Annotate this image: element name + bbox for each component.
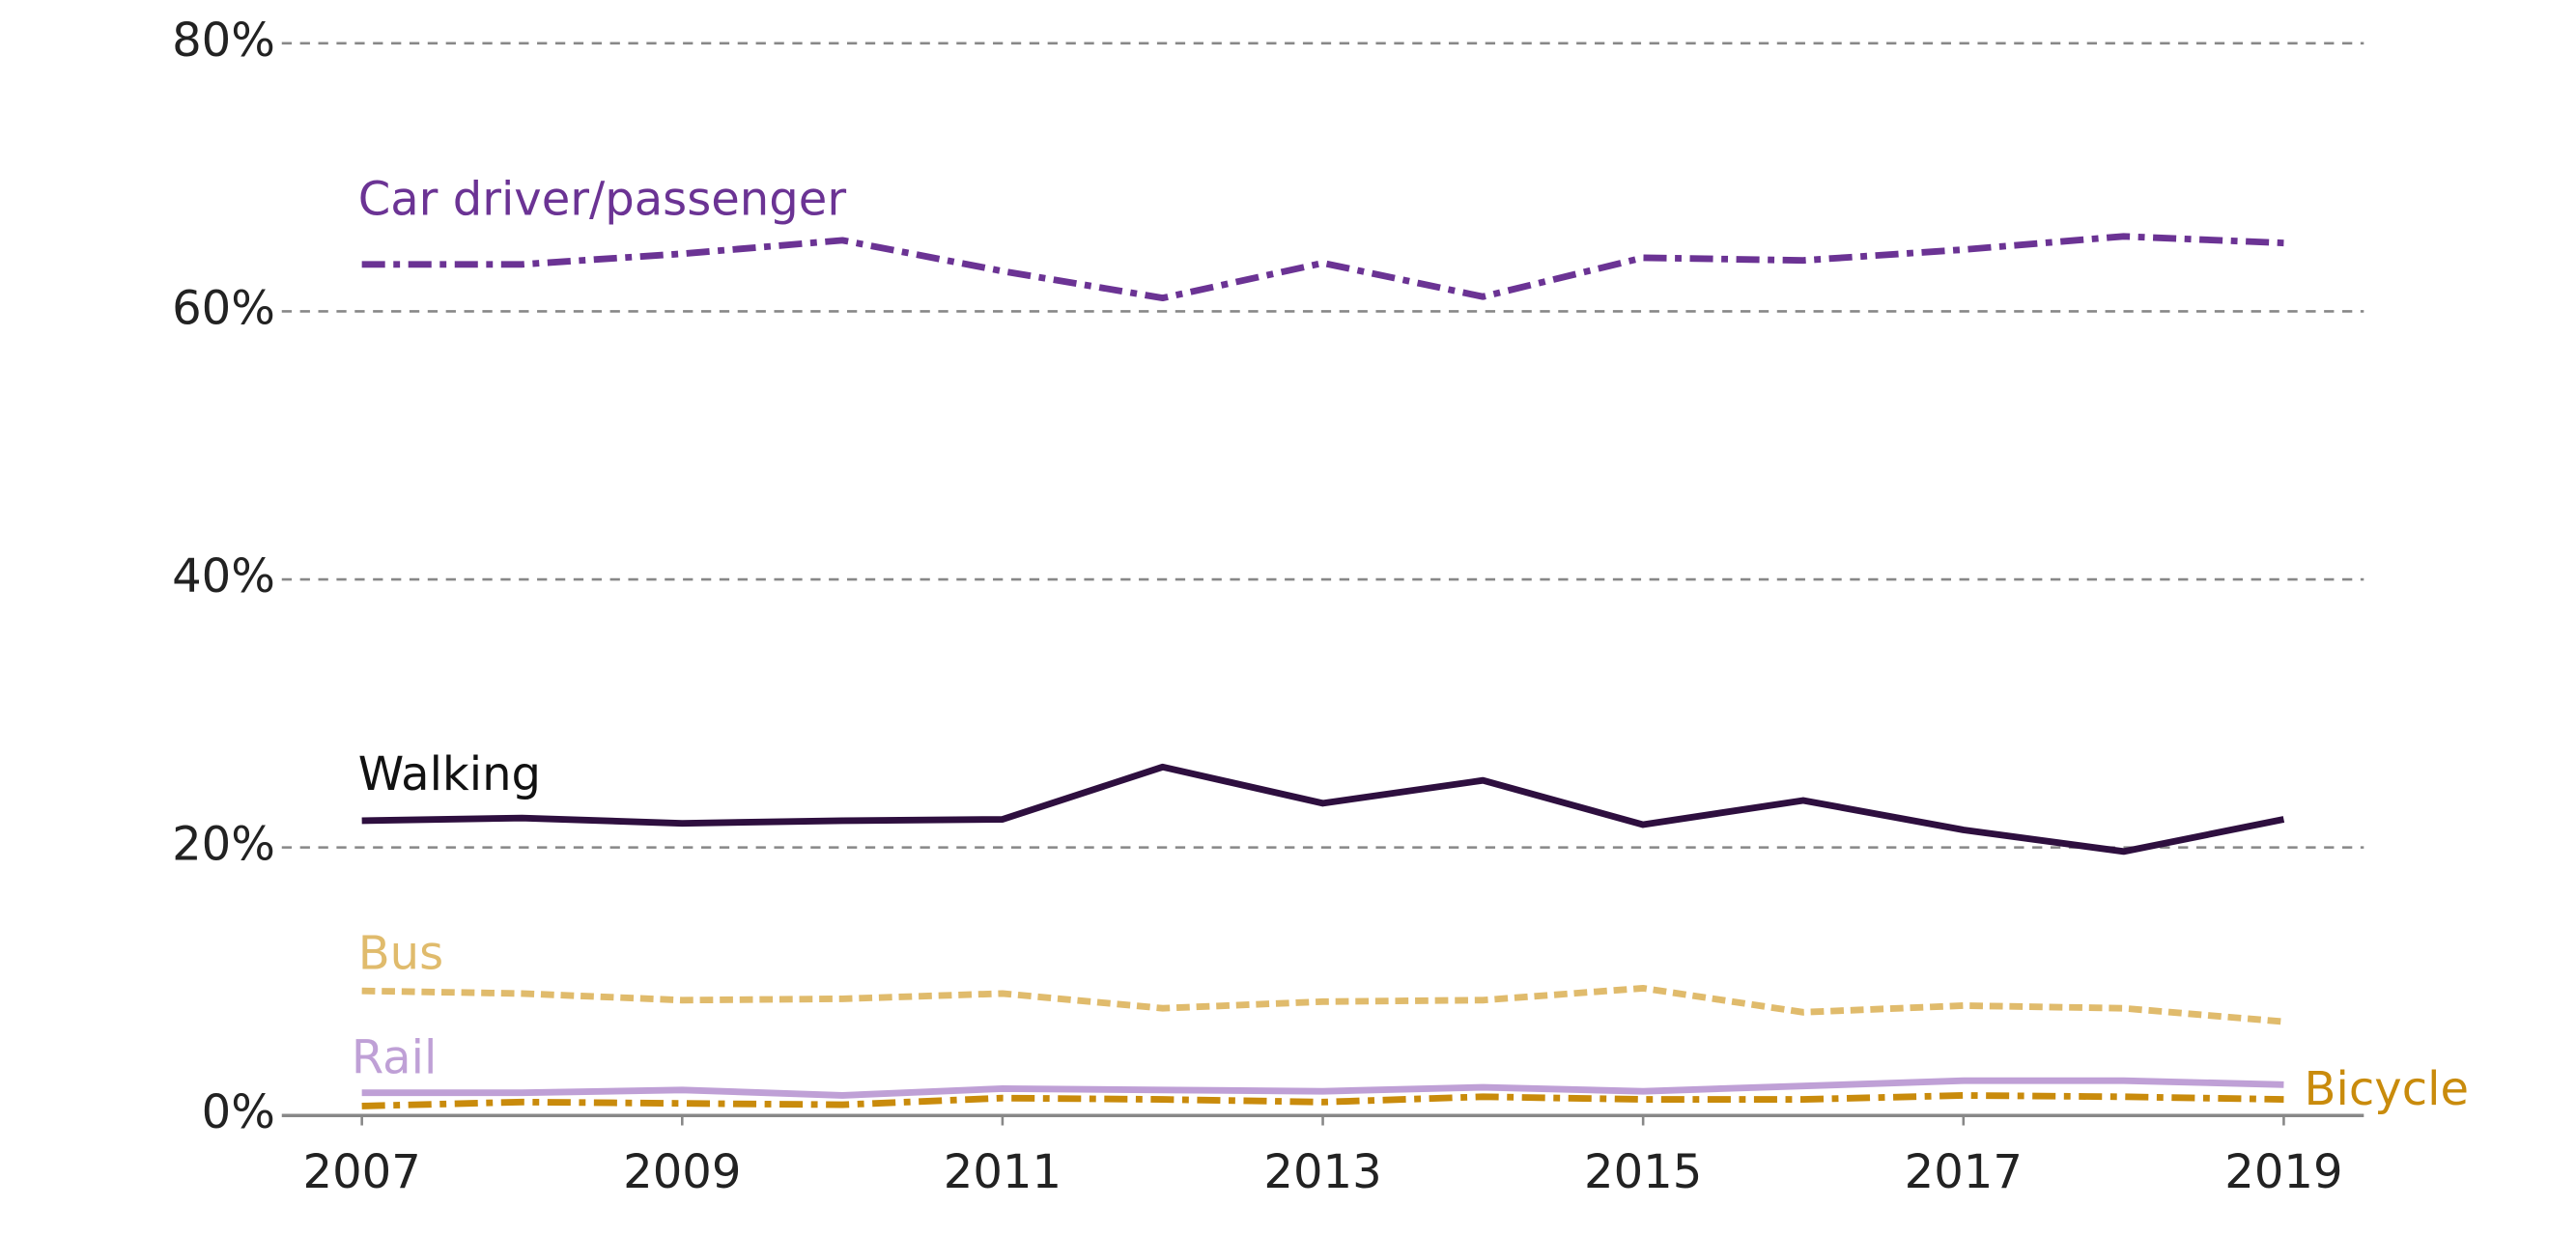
series-label: Bus	[358, 926, 443, 980]
x-tick-label: 2017	[1905, 1145, 2023, 1199]
series-label: Bicycle	[2305, 1062, 2470, 1116]
x-tick-label: 2011	[944, 1145, 1062, 1199]
series-label: Walking	[358, 747, 541, 801]
series-line	[361, 1092, 2284, 1109]
y-tick-label: 60%	[172, 281, 275, 335]
x-tick-label: 2009	[623, 1145, 741, 1199]
y-tick-label: 80%	[172, 14, 275, 68]
series-line	[361, 984, 2284, 1025]
y-tick-label: 20%	[172, 818, 275, 872]
series-line	[361, 233, 2284, 302]
y-tick-label: 40%	[172, 549, 275, 603]
series-line	[361, 1077, 2284, 1099]
x-tick-label: 2015	[1584, 1145, 1702, 1199]
x-tick-label: 2019	[2224, 1145, 2342, 1199]
series-label: Car driver/passenger	[358, 173, 847, 227]
series-label: Rail	[352, 1031, 437, 1085]
x-tick-label: 2013	[1263, 1145, 1381, 1199]
series-line	[361, 763, 2285, 856]
y-tick-label: 0%	[202, 1085, 275, 1139]
x-tick-label: 2007	[303, 1145, 421, 1199]
